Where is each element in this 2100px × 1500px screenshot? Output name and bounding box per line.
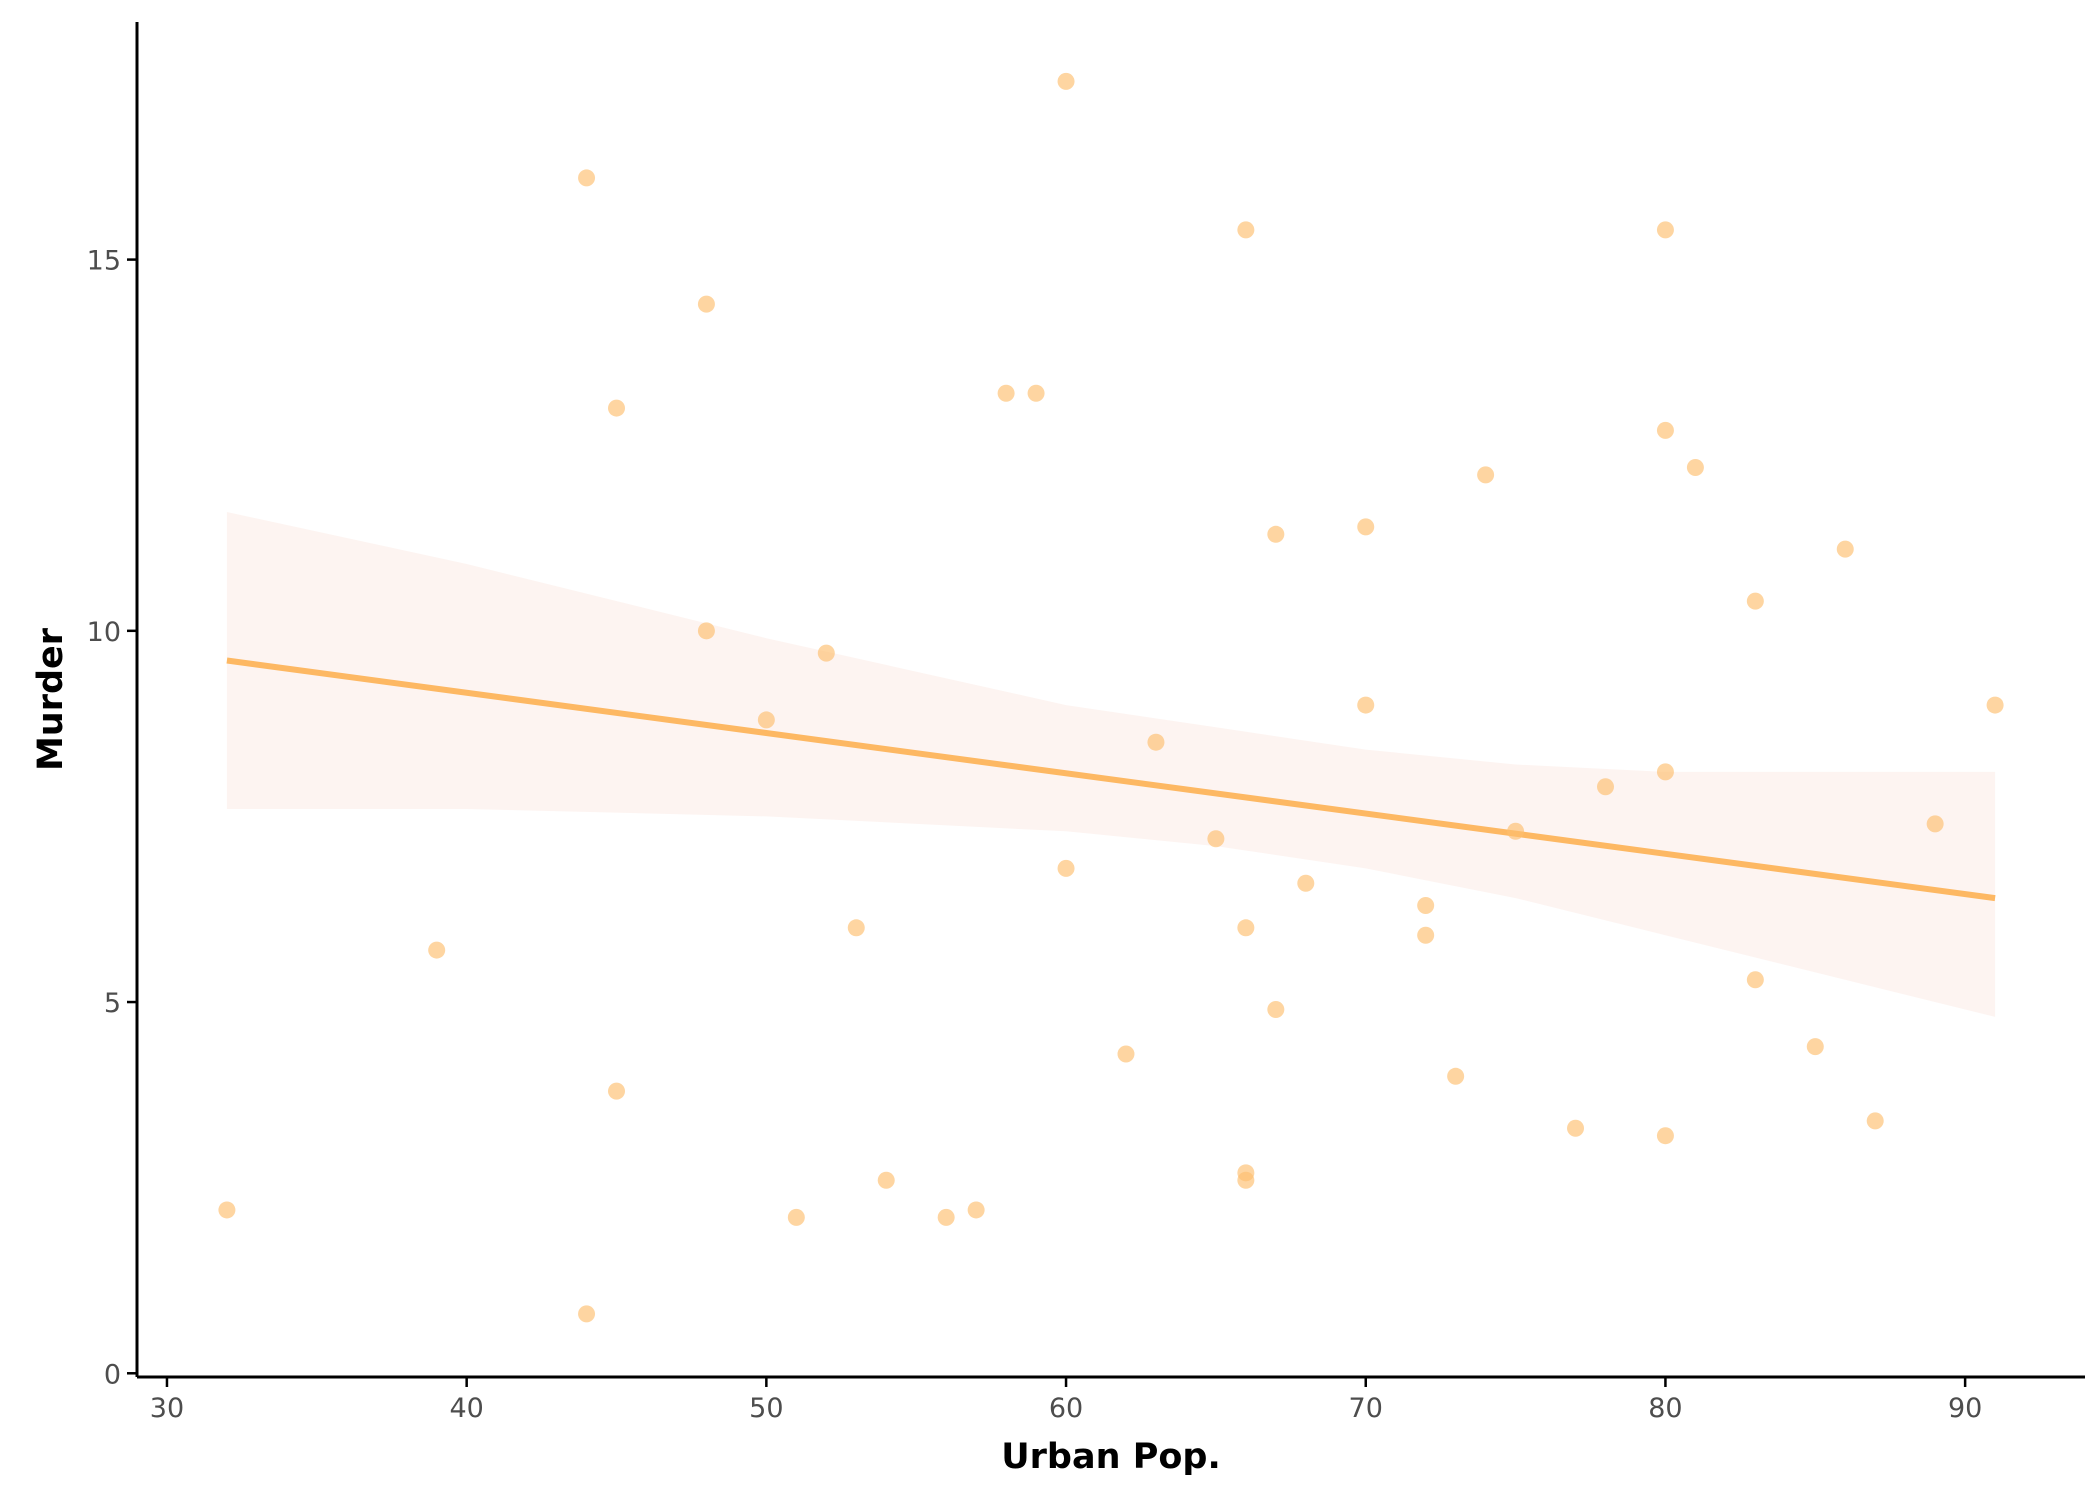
x-axis-title: Urban Pop. [1001, 1437, 1221, 1477]
data-point-18 [787, 1208, 805, 1226]
data-point-43 [1656, 1127, 1674, 1145]
confidence-band-layer [226, 512, 1996, 1017]
data-point-39 [697, 295, 715, 313]
data-point-16 [817, 644, 835, 662]
data-point-48 [1237, 1171, 1255, 1189]
data-point-23 [578, 169, 596, 187]
data-point-44 [218, 1201, 236, 1219]
data-point-8 [1656, 221, 1674, 239]
data-point-29 [1926, 815, 1944, 833]
data-point-5 [1596, 778, 1614, 796]
data-point-19 [1267, 525, 1285, 543]
y-axis-title: Murder [31, 627, 71, 771]
x-tick-label-60: 60 [1049, 1393, 1083, 1424]
data-point-34 [1507, 822, 1525, 840]
data-point-40 [608, 1082, 626, 1100]
data-point-45 [1147, 733, 1165, 751]
data-point-28 [937, 1208, 955, 1226]
data-point-37 [1417, 897, 1435, 915]
data-point-0 [997, 384, 1015, 402]
data-point-36 [1267, 1000, 1285, 1018]
data-point-49 [1057, 859, 1075, 877]
data-point-20 [1806, 1038, 1824, 1056]
regression-line [226, 657, 1996, 902]
data-point-21 [1477, 466, 1495, 484]
data-point-32 [608, 399, 626, 417]
data-point-17 [1237, 221, 1255, 239]
confidence-band [226, 512, 1996, 1017]
axes-layer: 30 40 50 60 70 80 90 0 5 10 15 [87, 22, 2085, 1424]
data-point-24 [1357, 696, 1375, 714]
x-tick-label-90: 90 [1948, 1393, 1982, 1424]
y-tick-label-0: 0 [104, 1359, 121, 1390]
x-tick-label-40: 40 [449, 1393, 483, 1424]
data-point-15 [1237, 919, 1255, 937]
x-tick-label-70: 70 [1349, 1393, 1383, 1424]
data-point-47 [428, 941, 446, 959]
data-point-11 [877, 1171, 895, 1189]
data-point-3 [757, 711, 775, 729]
data-point-14 [967, 1201, 985, 1219]
x-tick-label-30: 30 [150, 1393, 184, 1424]
data-point-33 [578, 1305, 596, 1323]
data-point-25 [847, 919, 865, 937]
data-point-35 [1297, 874, 1315, 892]
data-point-1 [697, 622, 715, 640]
data-point-42 [1656, 421, 1674, 439]
data-point-41 [1027, 384, 1045, 402]
data-point-30 [1357, 518, 1375, 536]
y-tick-label-15: 15 [87, 246, 121, 277]
data-point-13 [1207, 830, 1225, 848]
data-point-2 [1656, 763, 1674, 781]
data-point-10 [1746, 971, 1764, 989]
y-tick-label-10: 10 [87, 617, 121, 648]
data-point-12 [1746, 592, 1764, 610]
data-point-31 [1836, 540, 1854, 558]
data-point-9 [1057, 72, 1075, 90]
data-point-46 [1447, 1067, 1465, 1085]
data-point-4 [1986, 696, 2004, 714]
data-point-7 [1417, 926, 1435, 944]
data-point-26 [1117, 1045, 1135, 1063]
data-point-38 [1866, 1112, 1884, 1130]
y-tick-label-5: 5 [104, 988, 121, 1019]
data-point-6 [1567, 1119, 1585, 1137]
x-tick-label-80: 80 [1648, 1393, 1682, 1424]
regression-line-layer [226, 657, 1996, 902]
x-tick-label-50: 50 [749, 1393, 783, 1424]
data-point-27 [1686, 458, 1704, 476]
data-points-layer [218, 72, 2004, 1323]
